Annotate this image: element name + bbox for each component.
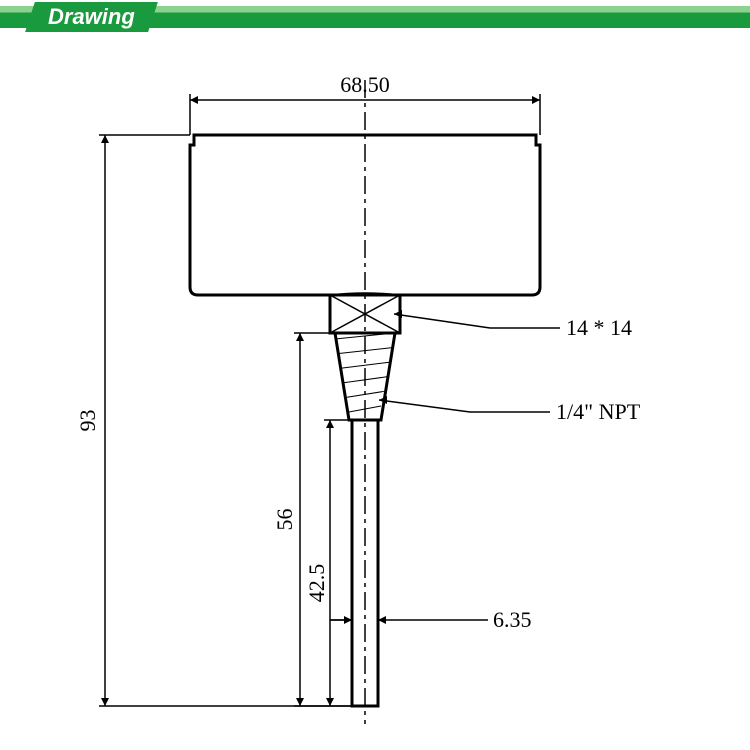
technical-drawing: 68.50 93 56 42.5 6.35 14 * 14 1/4" NPT [0,36,750,750]
dim-56: 56 [272,509,297,531]
note-hex: 14 * 14 [566,315,632,340]
dim-height-total: 93 [75,410,100,432]
header-title: Drawing [48,4,135,30]
header-title-box: Drawing [25,2,158,32]
header-bar: Drawing [0,0,750,36]
dim-width-top: 68.50 [340,72,390,97]
dim-42-5: 42.5 [304,564,329,603]
note-npt: 1/4" NPT [556,399,641,424]
dim-stem-diameter: 6.35 [493,607,532,632]
